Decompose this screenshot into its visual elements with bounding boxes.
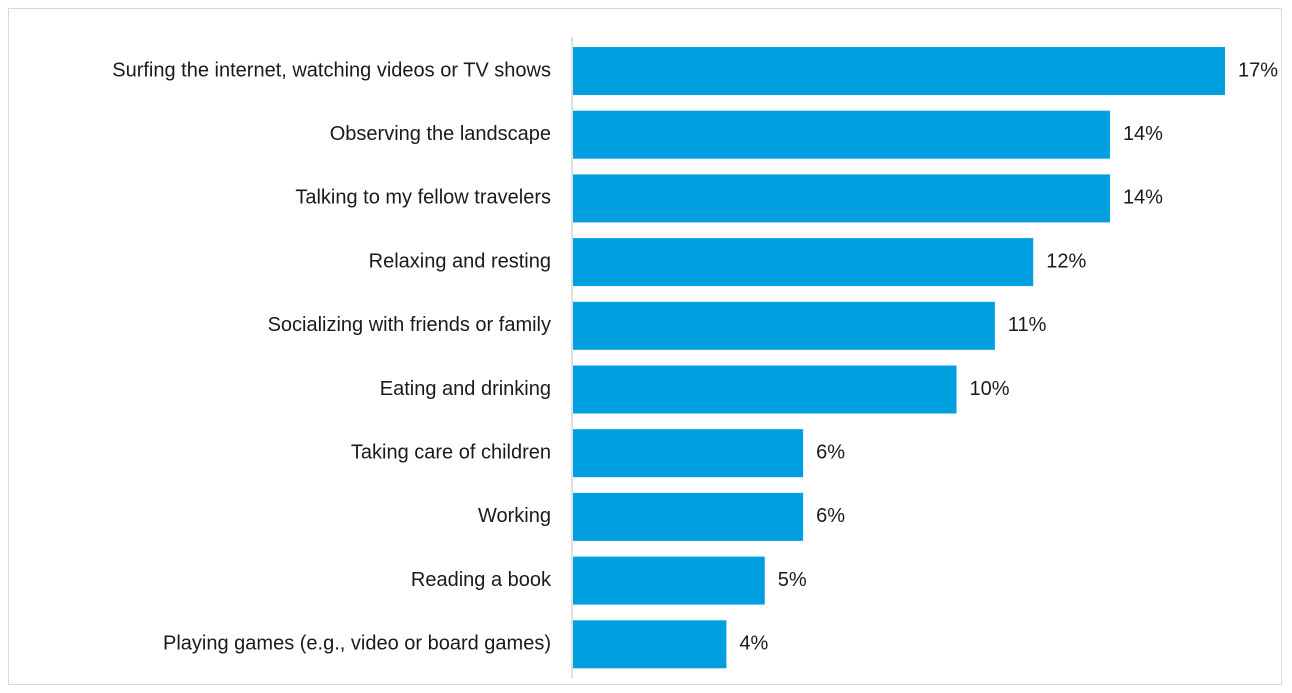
value-label: 17% [1238,59,1278,81]
category-label: Surfing the internet, watching videos or… [112,59,551,81]
value-label: 12% [1046,250,1086,272]
category-label: Playing games (e.g., video or board game… [163,633,551,655]
category-label: Relaxing and resting [369,250,551,272]
category-label: Taking care of children [351,441,551,463]
value-label: 6% [816,441,845,463]
category-label: Observing the landscape [330,123,551,145]
category-label: Talking to my fellow travelers [295,187,551,209]
category-label: Socializing with friends or family [268,314,551,336]
bar [573,620,727,669]
bars-layer [573,47,1225,669]
category-labels-layer: Surfing the internet, watching videos or… [112,59,552,654]
bar [573,429,804,478]
bar [573,110,1110,159]
bar [573,365,957,414]
value-label: 4% [739,633,768,655]
value-labels-layer: 17% 14% 14% 12% 11% 10% 6% 6% 5% 4% [739,59,1278,654]
bar [573,174,1110,223]
value-label: 6% [816,505,845,527]
value-label: 5% [778,569,807,591]
value-label: 11% [1008,314,1047,336]
bar [573,492,804,541]
bar [573,556,765,605]
category-label: Reading a book [411,569,552,591]
value-label: 10% [970,378,1010,400]
value-label: 14% [1123,187,1163,209]
bar [573,301,995,350]
bar [573,238,1034,287]
bar [573,47,1225,95]
category-label: Working [478,505,551,527]
category-label: Eating and drinking [380,378,551,400]
value-label: 14% [1123,123,1163,145]
